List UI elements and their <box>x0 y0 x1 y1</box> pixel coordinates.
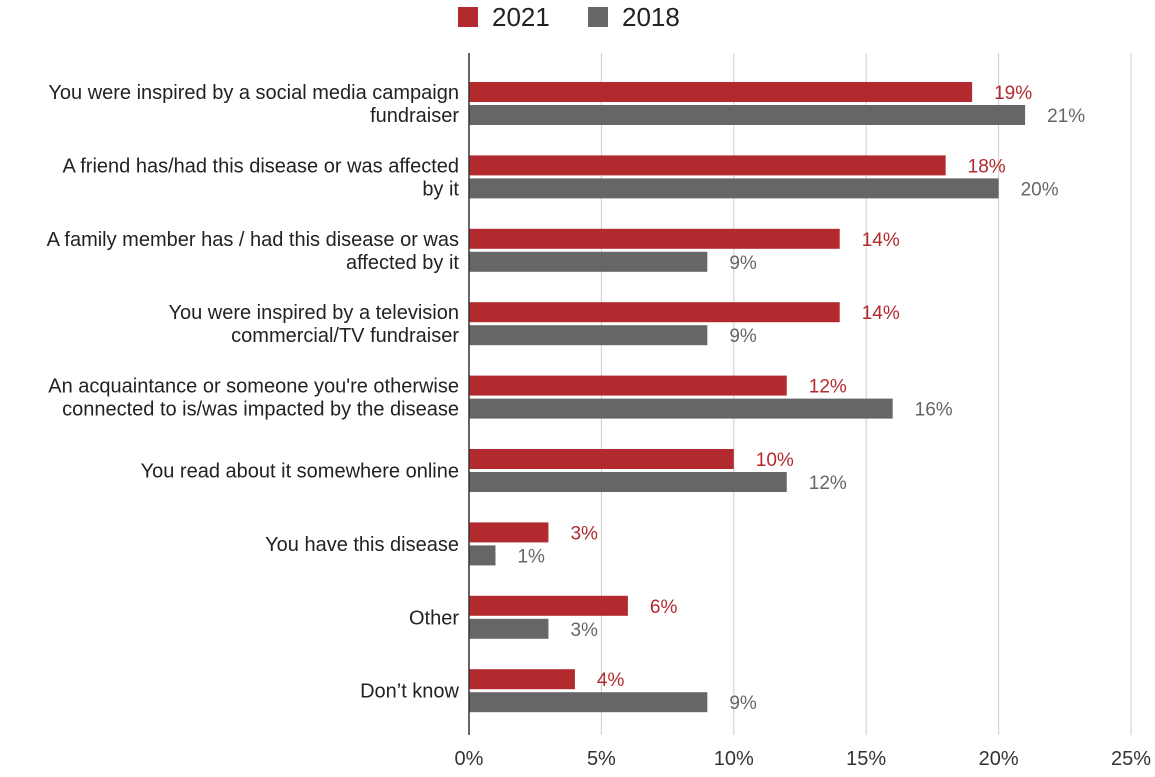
bar-2021-2 <box>469 228 840 249</box>
data-label-2018-1: 20% <box>1021 179 1059 200</box>
data-label-2021-8: 4% <box>597 670 625 691</box>
data-label-2021-1: 18% <box>968 156 1006 177</box>
category-label-2: A family member has / had this disease o… <box>47 229 460 274</box>
bar-2018-1 <box>469 178 999 199</box>
data-label-2018-6: 1% <box>517 546 545 567</box>
category-label-7: Other <box>409 607 459 629</box>
bar-2021-3 <box>469 302 840 323</box>
x-axis: 0% 5% 10% 15% 20% 25% <box>455 53 1151 770</box>
bar-2018-2 <box>469 251 708 272</box>
data-label-2018-2: 9% <box>729 253 757 274</box>
bar-2018-0 <box>469 105 1026 125</box>
category-label-4: An acquaintance or someone you're otherw… <box>48 376 459 421</box>
data-labels: 19% 21% 18% 20% 14% 9% 14% 9% 12% 16% 10% 12% 3% 1% 6%… <box>517 83 1085 714</box>
data-label-2018-3: 9% <box>729 326 757 347</box>
bar-2021-1 <box>469 155 946 176</box>
category-label-3: You were inspired by a television commerc… <box>168 302 459 347</box>
x-tick-label-0: 0% <box>455 748 484 770</box>
category-label-6: You have this disease <box>265 534 459 556</box>
legend-label-2021: 2021 <box>492 2 550 32</box>
bars <box>469 82 1026 713</box>
data-label-2021-4: 12% <box>809 377 847 398</box>
category-label-8: Don’t know <box>360 681 459 703</box>
x-tick-label-5: 5% <box>587 748 616 770</box>
bar-2021-8 <box>469 669 575 690</box>
data-label-2021-2: 14% <box>862 230 900 251</box>
category-labels: You were inspired by a social media camp… <box>47 82 460 703</box>
data-label-2018-7: 3% <box>570 620 598 641</box>
bar-2021-0 <box>469 82 973 102</box>
bar-2018-3 <box>469 325 708 346</box>
data-label-2018-4: 16% <box>915 400 953 421</box>
data-label-2018-5: 12% <box>809 473 847 494</box>
data-label-2021-0: 19% <box>994 83 1032 104</box>
bar-2021-4 <box>469 375 787 396</box>
data-label-2021-5: 10% <box>756 450 794 471</box>
category-label-0: You were inspired by a social media camp… <box>48 82 459 127</box>
bar-2018-8 <box>469 692 708 713</box>
x-tick-label-20: 20% <box>979 748 1019 770</box>
bar-2018-6 <box>469 545 496 566</box>
bar-2018-5 <box>469 472 787 492</box>
legend-swatch-2021 <box>458 7 478 27</box>
data-label-2021-6: 3% <box>570 523 598 544</box>
x-tick-label-25: 25% <box>1111 748 1151 770</box>
bar-2021-5 <box>469 449 734 469</box>
data-label-2021-7: 6% <box>650 597 678 618</box>
data-label-2018-8: 9% <box>729 693 757 714</box>
category-label-5: You read about it somewhere online <box>141 461 459 483</box>
bar-2021-7 <box>469 595 628 616</box>
bar-2018-7 <box>469 618 549 639</box>
x-tick-label-10: 10% <box>714 748 754 770</box>
x-tick-label-15: 15% <box>846 748 886 770</box>
category-label-1: A friend has/had this disease or was aff… <box>62 155 459 200</box>
legend-label-2018: 2018 <box>622 2 680 32</box>
bar-2018-4 <box>469 398 893 419</box>
legend-swatch-2018 <box>588 7 608 27</box>
legend: 2021 2018 <box>458 2 680 32</box>
data-label-2021-3: 14% <box>862 303 900 324</box>
data-label-2018-0: 21% <box>1047 106 1085 127</box>
bar-2021-6 <box>469 522 549 543</box>
